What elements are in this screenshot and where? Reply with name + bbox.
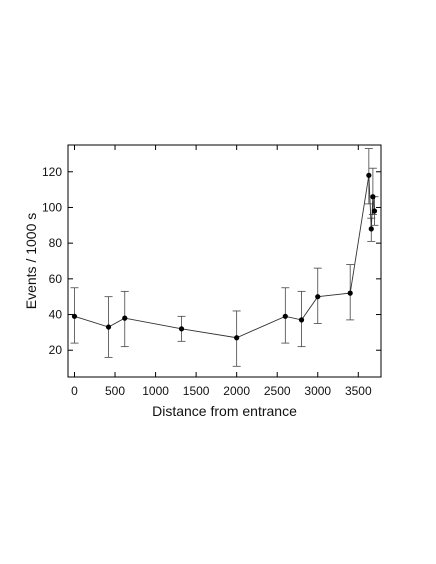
data-point xyxy=(105,324,112,330)
data-point xyxy=(234,335,240,341)
error-bars xyxy=(70,148,379,367)
x-tick-label: 1500 xyxy=(183,384,210,398)
x-tick-label: 2000 xyxy=(223,384,250,398)
data-series xyxy=(71,172,378,341)
x-axis-label: Distance from entrance xyxy=(152,403,297,419)
x-tick-label: 3500 xyxy=(345,384,372,398)
x-tick-label: 1000 xyxy=(142,384,169,398)
data-point xyxy=(71,313,78,319)
x-tick-label: 2500 xyxy=(264,384,291,398)
x-tick-label: 0 xyxy=(71,384,78,398)
y-axis-label: Events / 1000 s xyxy=(23,213,39,310)
data-point xyxy=(178,326,185,332)
data-point xyxy=(368,226,374,232)
y-tick-label: 40 xyxy=(49,308,63,322)
y-tick-label: 60 xyxy=(49,272,63,286)
y-tick-label: 20 xyxy=(49,343,63,357)
data-point xyxy=(347,290,353,296)
plot-frame xyxy=(67,144,382,378)
data-point xyxy=(371,208,378,214)
y-axis-ticks: 20 40 60 80 100 120 xyxy=(42,165,381,357)
x-axis-ticks: 0 500 1000 1500 2000 2500 3000 3500 xyxy=(71,145,372,398)
data-point xyxy=(315,294,321,300)
y-tick-label: 100 xyxy=(42,200,62,214)
series-line xyxy=(74,175,375,339)
y-tick-label: 120 xyxy=(42,165,62,179)
data-point xyxy=(298,317,305,323)
data-point xyxy=(122,315,128,321)
y-tick-label: 80 xyxy=(49,236,63,250)
x-tick-label: 3000 xyxy=(304,384,331,398)
data-point xyxy=(282,313,288,319)
x-tick-label: 500 xyxy=(105,384,125,398)
data-point xyxy=(366,172,372,178)
data-point xyxy=(370,194,376,200)
